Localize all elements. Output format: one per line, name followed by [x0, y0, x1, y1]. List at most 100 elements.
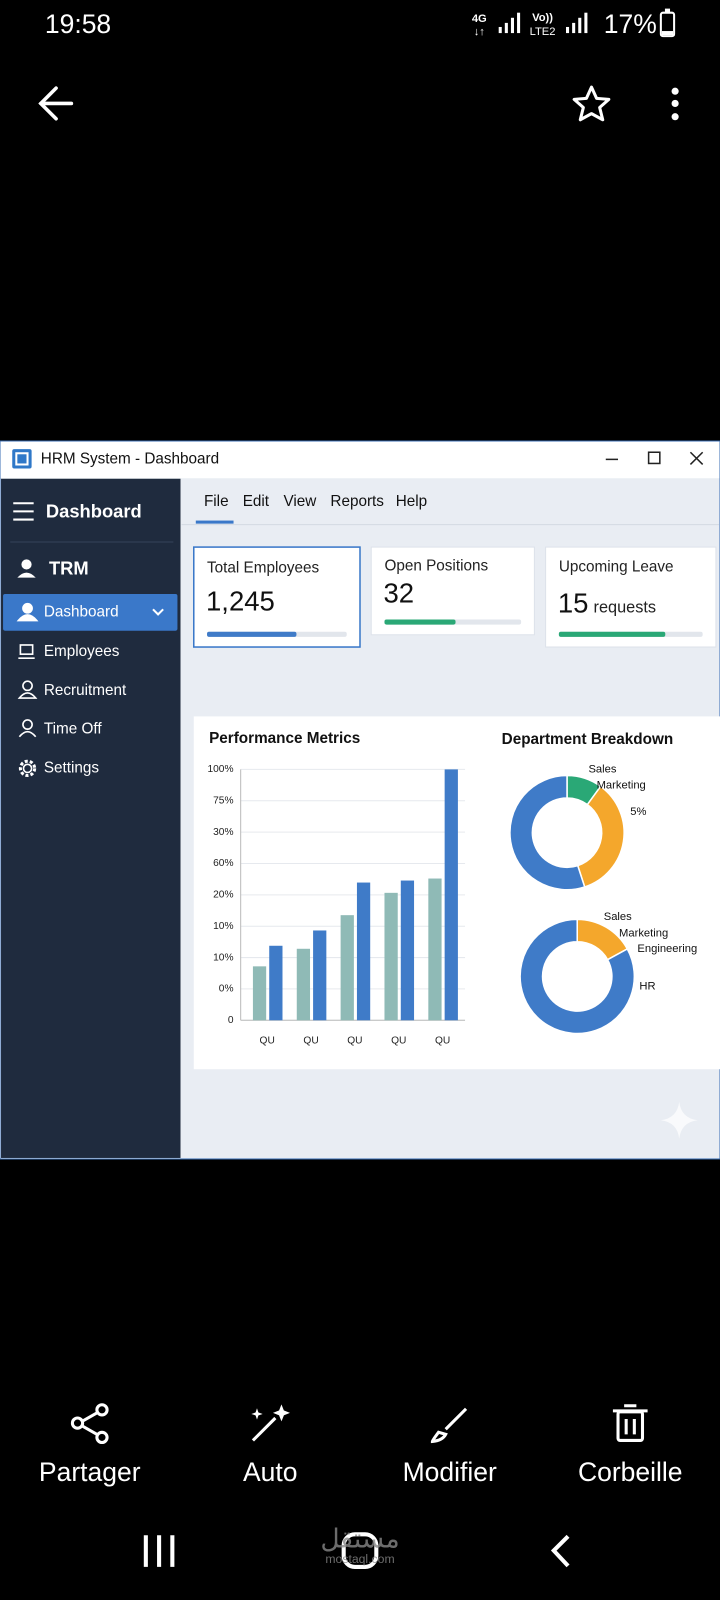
y-tick-label: 0 — [228, 1015, 234, 1026]
donut-label: Marketing — [619, 928, 668, 940]
card-unit: requests — [594, 599, 657, 617]
favorite-button[interactable] — [572, 85, 611, 122]
maximize-button[interactable] — [647, 451, 661, 465]
bar — [296, 948, 311, 1021]
recents-button[interactable] — [143, 1535, 175, 1567]
card — [193, 546, 361, 648]
donut-charts: Sales Marketing 5% Sales Marketing Engineerin… — [509, 763, 697, 1035]
y-tick-label: 0% — [219, 984, 234, 995]
action-label[interactable]: Corbeille — [578, 1457, 683, 1487]
bar — [356, 882, 371, 1021]
donut-label: Sales — [588, 763, 616, 775]
bar — [444, 769, 458, 1021]
menu-item[interactable]: Help — [396, 493, 427, 510]
bar — [313, 930, 327, 1021]
donut-label: Marketing — [597, 780, 646, 792]
progress-fill — [384, 619, 456, 625]
nav-item[interactable]: Employees — [44, 643, 120, 660]
menu-item[interactable]: Reports — [330, 493, 384, 510]
back-button[interactable] — [38, 86, 74, 121]
bar-chart: 0 0% 10% 10% 20% 60% 30% 75% 100% QU QU QU QU QU — [207, 764, 466, 1046]
menu-bar: File Edit View Reports Help — [204, 493, 427, 510]
menu-item[interactable]: Edit — [243, 493, 270, 510]
window-title: HRM System - Dashboard — [41, 450, 219, 467]
status-time: 19:58 — [45, 9, 111, 39]
y-tick-label: 30% — [213, 827, 233, 838]
action-bar: Partager Auto Modifier Corbeille — [39, 1457, 683, 1487]
nav-item[interactable]: Settings — [44, 759, 100, 776]
progress-fill — [558, 631, 666, 637]
watermark: مستقل — [320, 1523, 399, 1553]
action-icons — [70, 1403, 648, 1445]
cards: Total Employees 1,245 Open Positions 32 Upco… — [193, 546, 717, 648]
y-tick-label: 75% — [213, 795, 233, 806]
donut-label: 5% — [630, 806, 646, 818]
app-icon-glyph — [15, 452, 29, 466]
menu-item[interactable]: View — [284, 493, 318, 510]
nav-list: Dashboard Employees Recruitment Time Off Set… — [44, 603, 127, 776]
brand: TRM — [49, 557, 89, 578]
card-label: Total Employees — [207, 560, 319, 577]
bar — [252, 966, 267, 1021]
bar — [384, 892, 398, 1021]
card-value: 32 — [383, 577, 414, 608]
progress-fill — [207, 631, 297, 637]
action-label[interactable]: Modifier — [403, 1457, 497, 1487]
sidebar — [1, 478, 181, 1158]
more-button[interactable] — [671, 87, 679, 121]
sparkle — [660, 1101, 698, 1139]
y-tick-label: 20% — [213, 890, 233, 901]
card-label: Upcoming Leave — [559, 559, 674, 576]
y-tick-label: 10% — [213, 952, 233, 963]
status-volte: Vo)) — [532, 12, 553, 24]
bar — [269, 945, 283, 1021]
y-tick-label: 60% — [213, 858, 233, 869]
close-button[interactable] — [689, 451, 704, 466]
nav-item[interactable]: Time Off — [44, 721, 102, 738]
donut-label: Sales — [604, 911, 632, 923]
app-window: HRM System - Dashboard Dashboard TRM Das… — [0, 440, 720, 1160]
status-lte: LTE2 — [530, 26, 556, 38]
card-value: 1,245 — [206, 585, 275, 616]
donut-label: Engineering — [637, 943, 697, 955]
x-tick-label: QU — [391, 1035, 406, 1046]
menu-underline — [195, 520, 234, 524]
action-label[interactable]: Partager — [39, 1457, 141, 1487]
hamburger-icon[interactable] — [13, 502, 34, 521]
nav-chevron[interactable] — [152, 608, 164, 616]
y-tick-label: 100% — [207, 764, 233, 775]
nav-item[interactable]: Recruitment — [44, 682, 127, 699]
status-network: 4G — [472, 13, 487, 25]
bar — [428, 878, 442, 1021]
donut-slice — [519, 918, 636, 1035]
donut-slice — [509, 774, 586, 891]
x-tick-label: QU — [347, 1035, 362, 1046]
signal-icon — [498, 12, 588, 34]
action-label[interactable]: Auto — [243, 1457, 298, 1487]
donut-label: HR — [639, 981, 655, 993]
status-arrows: ↓↑ — [474, 26, 485, 38]
chart-title: Performance Metrics — [209, 730, 360, 747]
status-battery: 17% — [604, 9, 657, 39]
x-tick-label: QU — [303, 1035, 318, 1046]
home-button[interactable] — [341, 1532, 379, 1569]
sidebar-header: Dashboard — [46, 500, 142, 521]
nav-item[interactable]: Dashboard — [44, 603, 119, 620]
chart-title: Department Breakdown — [502, 731, 674, 748]
nav-selected — [3, 593, 178, 631]
title-bar — [0, 441, 720, 479]
nav-back-button[interactable] — [550, 1534, 570, 1568]
bar — [400, 880, 415, 1021]
brand-icon — [17, 559, 36, 578]
bar — [340, 915, 354, 1021]
watermark: mostaql.com — [325, 1552, 394, 1566]
system-nav — [143, 1532, 570, 1569]
nav-icons — [16, 602, 39, 778]
menu-item[interactable]: File — [204, 493, 229, 510]
card — [545, 546, 717, 648]
battery-icon — [659, 8, 676, 38]
card-value: 15 — [558, 587, 589, 618]
card-label: Open Positions — [384, 557, 488, 574]
